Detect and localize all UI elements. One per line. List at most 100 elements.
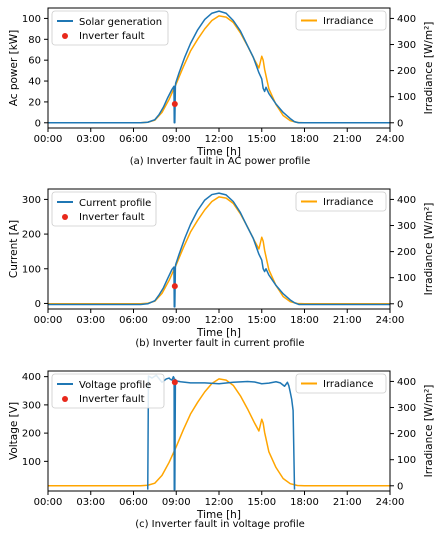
legend-box (295, 10, 387, 31)
x-tick-label: 24:00 (376, 315, 405, 326)
x-axis-label: Time [h] (196, 327, 241, 339)
y-axis-label: Voltage [V] (8, 402, 20, 460)
y2-tick-label: 400 (397, 377, 416, 388)
y-tick-label: 300 (22, 400, 41, 411)
y2-axis-label: Irradiance [W/m²] (423, 203, 435, 296)
y2-tick-label: 300 (397, 40, 416, 51)
legend-swatch-dot (62, 396, 68, 402)
x-tick-label: 03:00 (76, 134, 105, 145)
x-tick-label: 24:00 (376, 134, 405, 145)
inverter-fault-point (171, 283, 178, 290)
x-tick-label: 24:00 (376, 497, 405, 508)
x-tick-label: 03:00 (76, 315, 105, 326)
y-axis-label: Ac power [kW] (8, 30, 20, 107)
legend-right: Irradiance (295, 10, 387, 31)
x-tick-label: 21:00 (333, 315, 362, 326)
legend-swatch-dot (62, 214, 68, 220)
legend-right: Irradiance (295, 373, 387, 394)
legend-left: Solar generation Inverter fault (51, 10, 169, 46)
x-tick-label: 00:00 (34, 134, 63, 145)
x-tick-label: 15:00 (247, 497, 276, 508)
series-line-solar-generation (48, 10, 390, 124)
y-tick-label: 0 (35, 118, 41, 129)
legend-label: Inverter fault (79, 212, 145, 223)
y-tick-label: 200 (22, 429, 41, 440)
x-tick-label: 09:00 (162, 315, 191, 326)
y2-tick-label: 0 (397, 299, 403, 310)
y2-tick-label: 400 (397, 14, 416, 25)
x-tick-label: 12:00 (205, 134, 234, 145)
legend-box (51, 373, 165, 409)
y-tick-label: 20 (28, 97, 41, 108)
legend-label: Inverter fault (79, 31, 145, 42)
x-tick-label: 03:00 (76, 497, 105, 508)
y2-tick-label: 200 (397, 66, 416, 77)
panel-caption: (b) Inverter fault in current profile (135, 338, 304, 349)
y2-tick-label: 400 (397, 195, 416, 206)
series-line-current-profile (48, 192, 390, 308)
legend-swatch-dot (62, 33, 68, 39)
y2-tick-label: 200 (397, 429, 416, 440)
chart-panel-2: 00:00 03:00 06:00 09:00 12:00 15:00 18:00 21:00… (8, 188, 435, 349)
y2-tick-label: 0 (397, 481, 403, 492)
series-line-irradiance (48, 378, 390, 487)
chart-panel-1: 00:00 03:00 06:00 09:00 12:00 15:00 18:00 21:00… (8, 7, 435, 167)
x-tick-label: 18:00 (290, 134, 319, 145)
x-tick-label: 09:00 (162, 134, 191, 145)
y2-axis-label: Irradiance [W/m²] (423, 385, 435, 478)
y-tick-label: 100 (22, 457, 41, 468)
x-axis-label: Time [h] (196, 146, 241, 158)
panel-caption: (a) Inverter fault in AC power profile (130, 156, 311, 167)
legend-label: Inverter fault (79, 394, 145, 405)
legend-right: Irradiance (295, 191, 387, 212)
legend-label: Irradiance (323, 16, 373, 27)
x-tick-label: 00:00 (34, 315, 63, 326)
legend-label: Current profile (79, 198, 151, 209)
legend-box (295, 191, 387, 212)
inverter-fault-point (171, 101, 178, 107)
series-line-voltage-profile (147, 374, 296, 491)
legend-box (51, 191, 157, 227)
y-tick-label: 80 (28, 35, 41, 46)
x-tick-label: 12:00 (205, 497, 234, 508)
x-tick-label: 06:00 (119, 134, 148, 145)
y2-tick-label: 300 (397, 403, 416, 414)
x-tick-label: 06:00 (119, 497, 148, 508)
legend-left: Current profile Inverter fault (51, 191, 157, 227)
legend-label: Solar generation (79, 17, 162, 28)
y-tick-label: 300 (22, 195, 41, 206)
legend-box (51, 10, 169, 46)
y2-axis-label: Irradiance [W/m²] (423, 22, 435, 115)
panel-caption: (c) Inverter fault in voltage profile (135, 519, 305, 530)
legend-label: Irradiance (323, 379, 373, 390)
legend-label: Voltage profile (79, 380, 151, 391)
x-tick-label: 15:00 (247, 315, 276, 326)
y-tick-label: 100 (22, 264, 41, 275)
legend-box (295, 373, 387, 394)
x-tick-label: 15:00 (247, 134, 276, 145)
y2-tick-label: 300 (397, 221, 416, 232)
y2-tick-label: 100 (397, 92, 416, 103)
y-tick-label: 200 (22, 230, 41, 241)
x-tick-label: 12:00 (205, 315, 234, 326)
x-axis-label: Time [h] (196, 509, 241, 521)
x-tick-label: 18:00 (290, 497, 319, 508)
y-tick-label: 400 (22, 372, 41, 383)
y-tick-label: 100 (22, 14, 41, 25)
legend-label: Irradiance (323, 197, 373, 208)
y2-tick-label: 100 (397, 455, 416, 466)
y-axis-label: Current [A] (8, 220, 20, 278)
x-tick-label: 21:00 (333, 134, 362, 145)
inverter-fault-point (171, 379, 178, 386)
x-tick-label: 21:00 (333, 497, 362, 508)
y2-tick-label: 100 (397, 273, 416, 284)
chart-panel-3: 00:00 03:00 06:00 09:00 12:00 15:00 18:00 21:00… (8, 370, 435, 530)
legend-left: Voltage profile Inverter fault (51, 373, 165, 409)
x-tick-label: 06:00 (119, 315, 148, 326)
y2-tick-label: 200 (397, 247, 416, 258)
x-tick-label: 09:00 (162, 497, 191, 508)
y-tick-label: 40 (28, 77, 41, 88)
x-tick-label: 18:00 (290, 315, 319, 326)
y-tick-label: 0 (35, 299, 41, 310)
